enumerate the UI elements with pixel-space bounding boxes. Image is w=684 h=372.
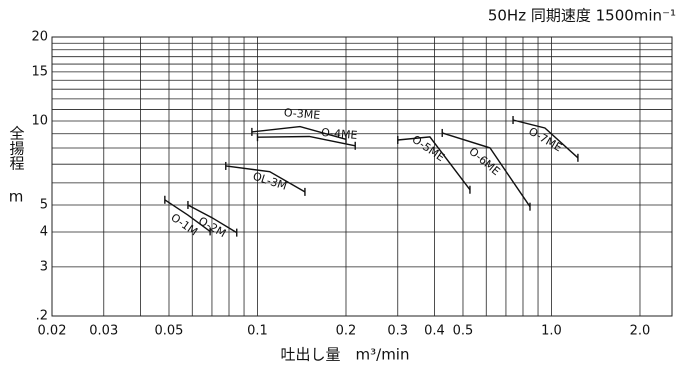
x-tick-label: 0.2 (336, 324, 357, 339)
x-tick-label: 0.4 (424, 324, 445, 339)
pump-curve (441, 132, 531, 208)
x-tick-label: 0.1 (247, 324, 268, 339)
y-tick-label: 10 (31, 113, 48, 128)
curve-label: O-4ME (321, 126, 358, 142)
x-tick-label: 0.3 (387, 324, 408, 339)
curve-label: OL-3M (251, 170, 288, 193)
pump-curve (225, 165, 306, 193)
y-axis-unit: m (9, 188, 24, 206)
pump-curve (164, 199, 211, 232)
y-tick-label: 4 (40, 225, 48, 240)
x-tick-label: 0.05 (155, 324, 184, 339)
x-tick-label: 1.0 (541, 324, 562, 339)
x-tick-label: 2.0 (630, 324, 651, 339)
x-tick-label: 0.02 (38, 324, 67, 339)
plot-frame (51, 36, 673, 317)
x-tick-label: 0.03 (89, 324, 118, 339)
y-tick-label: 20 (31, 30, 48, 45)
chart-title: 50Hz 同期速度 1500min⁻¹ (488, 7, 676, 25)
pump-curve (512, 119, 579, 159)
pump-curve (397, 136, 471, 191)
pump-curve (251, 125, 347, 140)
curve-label: O-3ME (283, 106, 320, 122)
x-axis-label: 吐出し量 m³/min (281, 346, 410, 364)
pump-curve (187, 204, 238, 234)
curve-label: O-6ME (466, 145, 502, 178)
pump-curve (257, 135, 356, 147)
curve-label: O-1M (168, 211, 200, 239)
x-tick-label: 0.5 (453, 324, 474, 339)
y-axis-label: 全揚程 (8, 125, 26, 171)
y-tick-label: 5 (40, 197, 48, 212)
y-tick-label: 3 (40, 259, 48, 274)
y-tick-label: 15 (31, 64, 48, 79)
y-tick-label: .2 (36, 309, 48, 324)
